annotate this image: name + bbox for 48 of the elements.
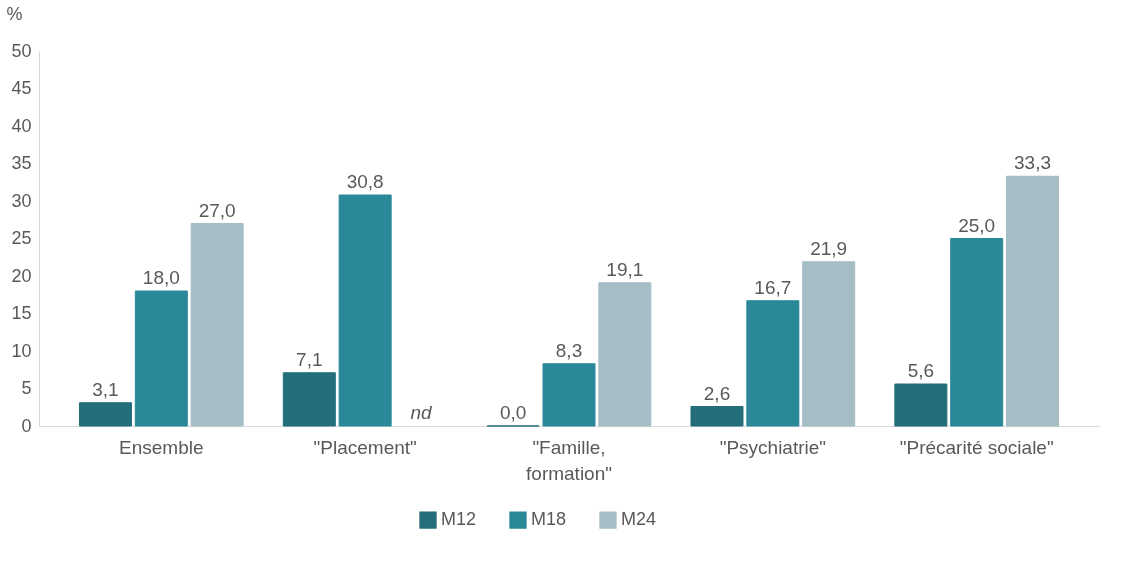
data-label: 2,6 — [703, 382, 731, 404]
y-tick-label: 35 — [11, 153, 32, 173]
bar — [690, 406, 744, 427]
bar — [542, 363, 596, 427]
data-label: 16,7 — [754, 276, 792, 298]
y-tick-label: 15 — [11, 303, 32, 323]
x-tick-label: "Famille, formation" — [526, 436, 612, 484]
y-tick-label: 40 — [11, 115, 32, 136]
x-tick-label: "Placement" — [313, 436, 417, 458]
bar — [190, 223, 244, 427]
y-tick-label: 50 — [11, 40, 32, 61]
bar — [78, 402, 132, 427]
x-tick-label: Ensemble — [119, 436, 204, 458]
data-label: 5,6 — [907, 360, 935, 381]
legend-label: M12 — [441, 509, 477, 530]
x-tick-label: "Précarité sociale" — [899, 436, 1054, 458]
data-label: 0,0 — [499, 402, 527, 423]
bar — [134, 290, 188, 427]
y-tick-label: 20 — [11, 265, 32, 286]
data-label: 18,0 — [142, 267, 180, 288]
bar — [338, 194, 392, 427]
y-tick-label: 5 — [21, 378, 32, 398]
data-label: 25,0 — [958, 214, 996, 236]
data-label: 30,8 — [346, 171, 384, 192]
data-label: 3,1 — [92, 378, 119, 400]
data-label: 27,0 — [198, 199, 236, 221]
bar — [282, 372, 336, 427]
data-label: 8,3 — [555, 339, 583, 361]
bar — [746, 300, 800, 427]
data-label: 21,9 — [810, 237, 848, 259]
data-label: 19,1 — [606, 258, 644, 280]
y-tick-label: 25 — [11, 228, 32, 248]
data-label: 33,3 — [1014, 152, 1052, 174]
legend-label: M18 — [531, 509, 567, 530]
bar — [950, 238, 1004, 427]
y-tick-label: 30 — [11, 190, 32, 211]
text: nd — [410, 402, 432, 423]
data-label: 7,1 — [296, 348, 323, 370]
legend-label: M24 — [621, 509, 657, 530]
y-tick-label: 10 — [11, 340, 32, 361]
x-tick-label: "Psychiatrie" — [719, 436, 827, 458]
y-tick-label: 45 — [11, 78, 32, 98]
bar — [598, 282, 652, 427]
bar — [802, 261, 856, 427]
bar — [894, 383, 948, 427]
bar — [1006, 175, 1060, 427]
y-tick-label: 0 — [21, 415, 32, 436]
y-axis-title: % — [6, 3, 23, 24]
